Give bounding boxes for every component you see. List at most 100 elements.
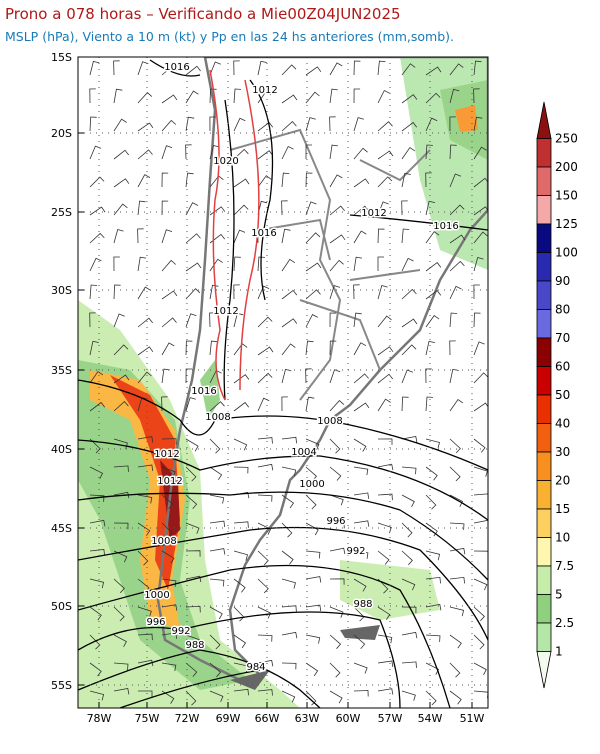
wind-barb	[257, 316, 273, 328]
wind-barb	[89, 284, 98, 300]
colorbar-label: 40	[555, 417, 570, 431]
colorbar-cell	[536, 252, 552, 282]
lon-label: 60W	[336, 712, 361, 725]
wind-barb	[161, 438, 177, 445]
wind-barb	[425, 66, 442, 76]
wind-barb	[353, 230, 367, 244]
lon-label: 54W	[418, 712, 443, 725]
wind-barb	[89, 88, 96, 104]
wind-barb	[89, 116, 97, 132]
wind-barb	[113, 438, 128, 449]
lon-label: 69W	[216, 712, 241, 725]
wind-barb	[161, 65, 177, 76]
wind-barb	[329, 521, 345, 529]
wind-barb	[137, 436, 154, 443]
wind-barb	[401, 578, 416, 591]
wind-barb	[305, 368, 312, 384]
wind-barb	[353, 88, 361, 104]
wind-barb	[233, 662, 249, 672]
wind-barb	[305, 144, 312, 159]
wind-barb	[257, 60, 267, 76]
subtitle: MSLP (hPa), Viento a 10 m (kt) y Pp en l…	[5, 29, 454, 44]
wind-barb	[329, 205, 345, 216]
wind-barb	[377, 60, 386, 76]
colorbar-cell	[536, 309, 552, 339]
wind-barb	[281, 466, 297, 476]
wind-barb	[305, 522, 319, 536]
wind-barb	[233, 284, 240, 300]
wind-barb	[209, 520, 226, 528]
colorbar-cell	[536, 537, 552, 567]
wind-barb	[329, 144, 338, 160]
wind-barb	[137, 550, 149, 566]
wind-barb	[401, 631, 418, 639]
wind-barb	[113, 256, 120, 272]
wind-barb	[425, 290, 442, 300]
wind-barb	[257, 578, 269, 594]
wind-barb	[137, 371, 152, 384]
lat-label: 50S	[51, 600, 72, 613]
lat-label: 40S	[51, 443, 72, 456]
wind-barb	[113, 688, 130, 695]
wind-barb	[353, 466, 369, 476]
wind-barb	[89, 176, 105, 188]
wind-barb	[449, 204, 465, 216]
colorbar-label: 7.5	[555, 559, 574, 573]
wind-barb	[449, 234, 466, 244]
wind-barb	[449, 466, 461, 482]
wind-barb	[425, 172, 432, 188]
wind-barb	[257, 606, 272, 619]
wind-barb	[329, 62, 343, 76]
colorbar-cell	[536, 480, 552, 510]
wind-barb	[233, 343, 248, 356]
wind-barb	[185, 202, 199, 216]
wind-barb	[329, 466, 342, 481]
wind-barb	[113, 401, 129, 412]
wind-barb	[257, 175, 272, 188]
wind-barb	[89, 466, 104, 479]
wind-barb	[377, 634, 393, 644]
title: Prono a 078 horas – Verificando a Mie00Z…	[5, 5, 401, 23]
wind-barb	[329, 400, 345, 412]
wind-barb	[185, 575, 202, 583]
wind-barb	[449, 312, 458, 328]
wind-barb	[209, 438, 221, 454]
wind-barb	[425, 368, 432, 384]
colorbar-label: 100	[555, 246, 578, 260]
wind-barb	[209, 116, 216, 132]
wind-barb	[473, 341, 485, 356]
lat-label: 30S	[51, 284, 72, 297]
wind-barb	[161, 578, 177, 587]
wind-barb	[89, 401, 106, 412]
wind-barb	[377, 606, 391, 620]
wind-barb	[137, 286, 151, 300]
wind-barb	[425, 466, 438, 481]
wind-barb	[257, 550, 269, 566]
wind-barb	[113, 60, 120, 76]
wind-barb	[233, 204, 249, 216]
borders	[229, 128, 431, 401]
wind-barb	[161, 396, 168, 412]
wind-barb	[137, 200, 146, 216]
wind-barb	[137, 256, 147, 272]
wind-barb	[185, 90, 199, 104]
wind-barb	[161, 604, 178, 611]
wind-barb	[305, 690, 317, 706]
wind-barb	[329, 369, 341, 384]
wind-barb	[161, 172, 169, 188]
wind-barb	[449, 285, 462, 300]
colorbar-label: 10	[555, 531, 570, 545]
wind-barb	[401, 172, 411, 188]
wind-barb	[281, 145, 294, 160]
wind-barb	[401, 396, 409, 412]
wind-barb	[281, 396, 288, 412]
wind-barb	[473, 634, 485, 650]
wind-barb	[161, 259, 176, 272]
coastline	[156, 57, 488, 682]
wind-barb	[233, 466, 249, 474]
wind-barb	[89, 60, 100, 76]
wind-barb	[89, 519, 106, 527]
colorbar-label: 125	[555, 217, 578, 231]
wind-barb	[281, 228, 291, 244]
islands	[230, 625, 380, 690]
